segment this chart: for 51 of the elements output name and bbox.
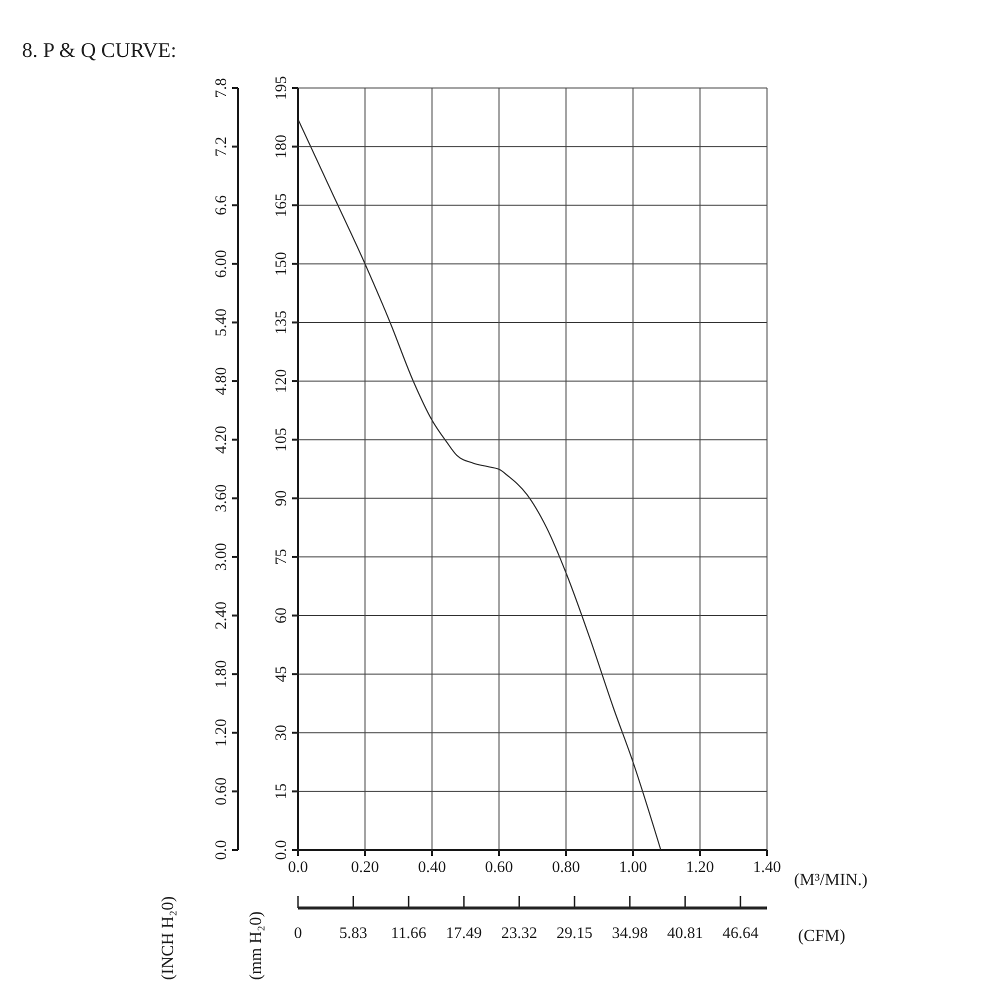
- y-tick-label: 75: [273, 548, 290, 565]
- y2-tick-label: 7.8: [213, 78, 230, 98]
- y2-tick-label: 5.40: [213, 308, 230, 336]
- y-tick-label: 60: [273, 608, 290, 624]
- line-series: [298, 118, 662, 850]
- x-tick-label: 1.20: [686, 859, 714, 876]
- x-tick-label: 0.40: [418, 859, 446, 876]
- y2-tick-label: 1.80: [213, 660, 230, 688]
- x2-tick-label: 46.64: [722, 925, 758, 942]
- y2-tick-label: 3.60: [213, 484, 230, 512]
- y-tick-label: 120: [273, 369, 290, 394]
- y-tick-label: 105: [273, 428, 290, 452]
- x2-tick-label: 29.15: [556, 925, 593, 942]
- x2-tick-label: 34.98: [612, 925, 648, 942]
- y-tick-label: 30: [273, 724, 290, 741]
- y2-tick-label: 0.0: [213, 840, 230, 860]
- y2-tick-label: 4.20: [213, 426, 230, 454]
- x2-tick-label: 17.49: [446, 925, 482, 942]
- y2-tick-label: 7.2: [213, 136, 230, 157]
- x-tick-label: 0.0: [288, 859, 308, 876]
- y-tick-label: 90: [273, 490, 290, 506]
- x2-tick-label: 0: [294, 925, 302, 942]
- y-tick-label: 165: [273, 193, 290, 218]
- x-tick-label: 0.20: [351, 859, 379, 876]
- y-tick-label: 45: [273, 666, 290, 682]
- x2-tick-label: 11.66: [390, 925, 426, 942]
- x2-tick-label: 40.81: [667, 925, 704, 942]
- x-tick-label: 0.60: [485, 859, 513, 876]
- y2-tick-label: 0.60: [213, 777, 230, 806]
- x-axis-title: (M³/MIN.): [794, 870, 868, 890]
- y2-axis-title: (INCH H₂0): [158, 896, 178, 980]
- x-tick-label: 1.00: [619, 859, 647, 876]
- y-tick-label: 195: [273, 76, 290, 100]
- y2-tick-label: 1.20: [213, 718, 230, 747]
- x-tick-label: 1.40: [753, 859, 781, 876]
- y2-tick-label: 6.00: [213, 250, 230, 278]
- y-tick-label: 0.0: [273, 840, 290, 860]
- y-tick-label: 150: [273, 252, 290, 276]
- y2-tick-label: 3.00: [213, 542, 230, 571]
- y-tick-label: 180: [273, 134, 290, 159]
- y-tick-label: 135: [273, 310, 290, 334]
- x2-tick-label: 5.83: [339, 925, 368, 942]
- text: 8. P & Q CURVE:: [22, 38, 176, 63]
- x2-axis-title: (CFM): [798, 926, 846, 946]
- x-tick-label: 0.80: [552, 859, 580, 876]
- y-tick-label: 15: [273, 783, 290, 800]
- x2-tick-label: 23.32: [501, 925, 538, 942]
- y2-tick-label: 6.6: [213, 195, 230, 216]
- y2-tick-label: 4.80: [213, 367, 230, 396]
- y-axis-title: (mm H₂0): [246, 911, 266, 980]
- y2-tick-label: 2.40: [213, 602, 230, 630]
